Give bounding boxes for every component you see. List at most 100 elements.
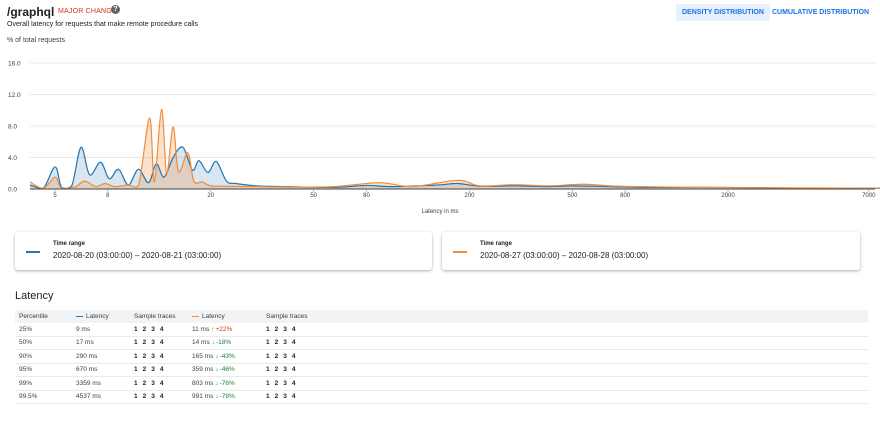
sample-trace-link[interactable]: 1 <box>266 393 270 401</box>
sample-trace-link[interactable]: 4 <box>159 352 164 360</box>
sample-trace-link[interactable]: 4 <box>291 325 296 333</box>
sample-trace-link[interactable]: 3 <box>151 393 155 401</box>
col-sample-traces-current: Sample traces <box>130 310 188 323</box>
latency-current-cell: 290 ms <box>72 349 130 364</box>
arrow-down-icon: ↓ <box>215 366 219 374</box>
sample-trace-link[interactable]: 1 <box>266 325 270 333</box>
tab-density-distribution[interactable]: DENSITY DISTRIBUTION <box>676 4 770 21</box>
sample-trace-link[interactable]: 2 <box>142 352 147 360</box>
x-tick-label: 7000 <box>862 193 876 199</box>
sample-trace-link[interactable]: 3 <box>151 325 155 333</box>
latency-current-cell: 9 ms <box>72 323 130 337</box>
sample-trace-link[interactable]: 4 <box>291 352 296 360</box>
series-line-icon <box>76 315 83 318</box>
sample-trace-link[interactable]: 1 <box>134 366 138 374</box>
y-tick-label: 8.0 <box>8 124 17 131</box>
series-line <box>29 146 880 190</box>
sample-trace-link[interactable]: 1 <box>134 379 138 387</box>
sample-trace-link[interactable]: 3 <box>283 379 287 387</box>
sample-trace-link[interactable]: 3 <box>283 325 287 333</box>
series-line <box>29 108 880 190</box>
sample-trace-link[interactable]: 4 <box>159 339 164 347</box>
time-range-value: 2020-08-20 (03:00:00) – 2020-08-21 (03:0… <box>53 251 222 260</box>
sample-trace-link[interactable]: 2 <box>274 325 279 333</box>
sample-trace-link[interactable]: 4 <box>291 393 296 401</box>
change-percent: -43% <box>219 352 235 360</box>
sample-trace-link[interactable]: 2 <box>274 366 279 374</box>
sample-trace-link[interactable]: 4 <box>159 325 164 333</box>
sample-trace-link[interactable]: 4 <box>291 379 296 387</box>
page-title: /graphql <box>7 5 55 19</box>
time-range-value: 2020-08-27 (03:00:00) – 2020-08-28 (03:0… <box>480 251 649 260</box>
latency-comparison-cell: 803 ms ↓-76% <box>188 376 262 391</box>
x-tick-label: 50 <box>310 193 317 199</box>
help-icon[interactable]: ? <box>111 5 120 14</box>
sample-trace-link[interactable]: 2 <box>274 352 279 360</box>
sample-trace-link[interactable]: 4 <box>159 366 164 374</box>
sample-trace-link[interactable]: 1 <box>266 366 270 374</box>
sample-trace-link[interactable]: 2 <box>274 339 279 347</box>
table-row: 95% 670 ms 1 2 3 4 359 ms ↓-46% 1 2 3 4 <box>15 363 868 377</box>
sample-trace-link[interactable]: 4 <box>159 379 164 387</box>
latency-comparison-cell: 14 ms ↓-18% <box>188 336 262 350</box>
percentile-cell: 95% <box>15 363 72 377</box>
sample-trace-link[interactable]: 1 <box>134 339 138 347</box>
latency-heading: Latency <box>15 290 54 302</box>
sample-trace-link[interactable]: 4 <box>291 339 296 347</box>
x-tick-label: 5 <box>53 193 57 199</box>
table-row: 99.5% 4537 ms 1 2 3 4 991 ms ↓-78% 1 2 3 4 <box>15 390 868 404</box>
sample-trace-link[interactable]: 3 <box>283 393 287 401</box>
sample-trace-link[interactable]: 3 <box>283 352 287 360</box>
sample-trace-link[interactable]: 2 <box>142 325 147 333</box>
percentile-cell: 99.5% <box>15 390 72 404</box>
sample-trace-link[interactable]: 1 <box>134 393 138 401</box>
sample-trace-link[interactable]: 2 <box>142 379 147 387</box>
time-range-label: Time range <box>53 241 85 247</box>
sample-trace-link[interactable]: 3 <box>151 352 155 360</box>
sample-trace-link[interactable]: 3 <box>151 339 155 347</box>
col-sample-traces-comparison: Sample traces <box>262 310 868 323</box>
sample-trace-link[interactable]: 4 <box>159 393 164 401</box>
tab-cumulative-distribution[interactable]: CUMULATIVE DISTRIBUTION <box>772 9 870 16</box>
y-tick-label: 16.0 <box>8 61 21 68</box>
change-percent: -76% <box>219 379 235 387</box>
change-percent: +22% <box>215 325 233 333</box>
sample-trace-link[interactable]: 1 <box>266 352 270 360</box>
sample-trace-link[interactable]: 1 <box>266 339 270 347</box>
y-tick-label: 12.0 <box>8 92 21 99</box>
arrow-down-icon: ↓ <box>215 393 219 401</box>
sample-trace-link[interactable]: 3 <box>283 366 287 374</box>
col-percentile: Percentile <box>15 310 72 323</box>
sample-trace-link[interactable]: 2 <box>274 379 279 387</box>
x-tick-label: 20 <box>207 193 214 199</box>
table-header-row: Percentile Latency Sample traces Latency… <box>15 310 868 323</box>
sample-trace-link[interactable]: 2 <box>142 339 147 347</box>
sample-trace-link[interactable]: 1 <box>134 325 138 333</box>
series-color-swatch <box>26 251 40 253</box>
y-axis-unit: % of total requests <box>7 37 65 44</box>
percentile-cell: 25% <box>15 323 72 337</box>
sample-trace-link[interactable]: 3 <box>283 339 287 347</box>
sample-trace-link[interactable]: 2 <box>142 366 147 374</box>
x-tick-label: 80 <box>363 193 370 199</box>
latency-comparison-cell: 165 ms ↓-43% <box>188 349 262 364</box>
col-label: Latency <box>202 313 225 320</box>
sample-trace-link[interactable]: 2 <box>274 393 279 401</box>
latency-current-cell: 3359 ms <box>72 376 130 391</box>
table-row: 25% 9 ms 1 2 3 4 11 ms ↑+22% 1 2 3 4 <box>15 323 868 337</box>
major-change-badge: MAJOR CHANGE <box>58 8 117 15</box>
table-row: 90% 290 ms 1 2 3 4 165 ms ↓-43% 1 2 3 4 <box>15 349 868 364</box>
sample-trace-link[interactable]: 3 <box>151 366 155 374</box>
sample-trace-link[interactable]: 1 <box>266 379 270 387</box>
sample-trace-link[interactable]: 3 <box>151 379 155 387</box>
sample-trace-link[interactable]: 2 <box>142 393 147 401</box>
sample-trace-link[interactable]: 1 <box>134 352 138 360</box>
table-row: 50% 17 ms 1 2 3 4 14 ms ↓-18% 1 2 3 4 <box>15 336 868 350</box>
sample-trace-link[interactable]: 4 <box>291 366 296 374</box>
